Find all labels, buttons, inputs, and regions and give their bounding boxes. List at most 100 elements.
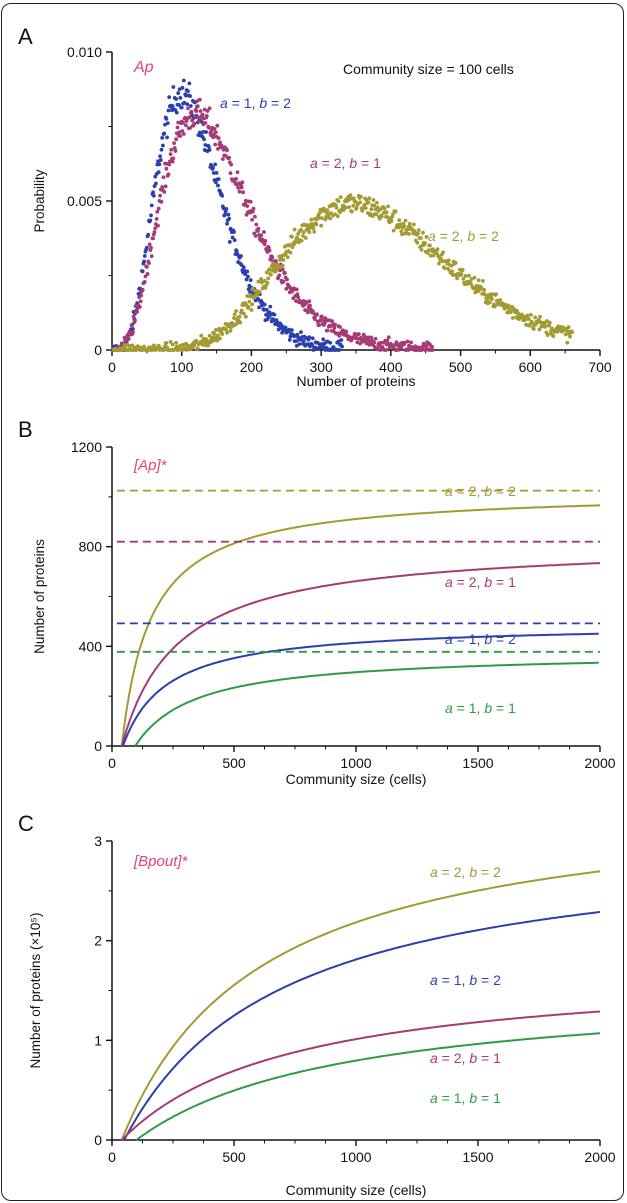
data-point	[407, 231, 411, 236]
data-point	[196, 119, 201, 124]
data-point	[329, 211, 333, 215]
data-point	[207, 106, 212, 111]
data-point	[228, 329, 233, 333]
data-point	[198, 109, 203, 113]
y-tick-label: 1200	[71, 439, 102, 455]
series-curve	[120, 870, 601, 1141]
data-point	[264, 307, 269, 312]
data-point	[337, 348, 342, 352]
data-point	[336, 339, 341, 344]
data-point	[126, 337, 131, 341]
data-point	[138, 299, 143, 304]
x-axis-label: Community size (cells)	[286, 771, 427, 787]
data-point	[148, 218, 153, 223]
data-point	[437, 261, 441, 266]
data-point	[325, 208, 330, 213]
data-point	[317, 211, 322, 215]
data-point	[172, 141, 176, 146]
data-point	[238, 320, 243, 325]
data-point	[266, 315, 271, 320]
data-point	[333, 322, 337, 327]
data-point	[229, 162, 234, 167]
data-point	[287, 337, 292, 342]
data-point	[364, 197, 369, 202]
data-point	[164, 166, 169, 171]
data-point	[397, 218, 402, 223]
data-point	[144, 265, 149, 269]
data-point	[463, 274, 468, 278]
data-point	[156, 170, 161, 175]
series-a-2-b-2	[120, 870, 601, 1141]
data-point	[526, 317, 531, 321]
data-point	[482, 288, 487, 292]
data-point	[189, 109, 194, 114]
data-point	[212, 126, 217, 131]
data-point	[163, 122, 167, 127]
data-point	[547, 320, 552, 325]
x-tick-label: 0	[108, 359, 116, 375]
data-point	[285, 277, 289, 282]
data-point	[323, 316, 328, 321]
data-point	[162, 347, 167, 352]
data-point	[399, 345, 404, 350]
data-point	[249, 308, 254, 312]
data-point	[204, 113, 209, 118]
data-point	[202, 137, 206, 142]
series-a-1-b-2	[123, 911, 601, 1141]
data-point	[480, 279, 485, 283]
data-point	[311, 311, 316, 315]
series-a-1-b-2	[111, 78, 344, 352]
data-point	[469, 281, 473, 286]
data-point	[203, 121, 208, 125]
data-point	[204, 130, 209, 134]
data-point	[487, 300, 492, 305]
data-point	[197, 97, 202, 102]
data-point	[529, 312, 533, 317]
data-point	[375, 200, 379, 205]
data-point	[206, 343, 211, 348]
data-point	[167, 162, 172, 167]
panel-letter: A	[18, 24, 33, 49]
x-tick-label: 500	[222, 1149, 246, 1165]
data-point	[294, 339, 298, 344]
data-point	[424, 235, 429, 239]
series-a-1-b-1	[135, 1032, 601, 1141]
data-point	[226, 212, 231, 217]
data-point	[403, 218, 408, 223]
data-point	[181, 132, 186, 136]
data-point	[492, 304, 497, 309]
data-point	[301, 339, 306, 343]
data-point	[168, 152, 173, 156]
data-point	[455, 276, 459, 281]
data-point	[169, 147, 174, 152]
x-tick-label: 2000	[584, 755, 615, 771]
data-point	[415, 240, 420, 245]
series-curve	[123, 911, 601, 1141]
data-point	[158, 158, 163, 162]
data-point	[214, 170, 219, 175]
data-point	[207, 144, 211, 149]
data-point	[218, 140, 222, 145]
data-point	[248, 278, 253, 283]
series-curve	[120, 562, 601, 747]
data-point	[147, 242, 152, 247]
series-label: a = 1, b = 2	[430, 972, 501, 988]
data-point	[228, 171, 233, 176]
data-point	[338, 195, 343, 199]
x-tick-label: 600	[519, 359, 543, 375]
data-point	[234, 177, 238, 181]
y-tick-label: 2	[94, 933, 102, 949]
data-point	[218, 336, 222, 341]
data-point	[301, 233, 305, 238]
data-point	[510, 316, 515, 320]
data-point	[194, 338, 199, 343]
data-point	[170, 342, 175, 347]
data-point	[356, 332, 361, 337]
data-point	[287, 243, 292, 247]
series-curve	[120, 504, 601, 747]
data-point	[216, 136, 221, 141]
data-point	[211, 171, 216, 175]
data-point	[280, 267, 285, 272]
data-point	[259, 277, 264, 281]
data-point	[467, 273, 471, 278]
